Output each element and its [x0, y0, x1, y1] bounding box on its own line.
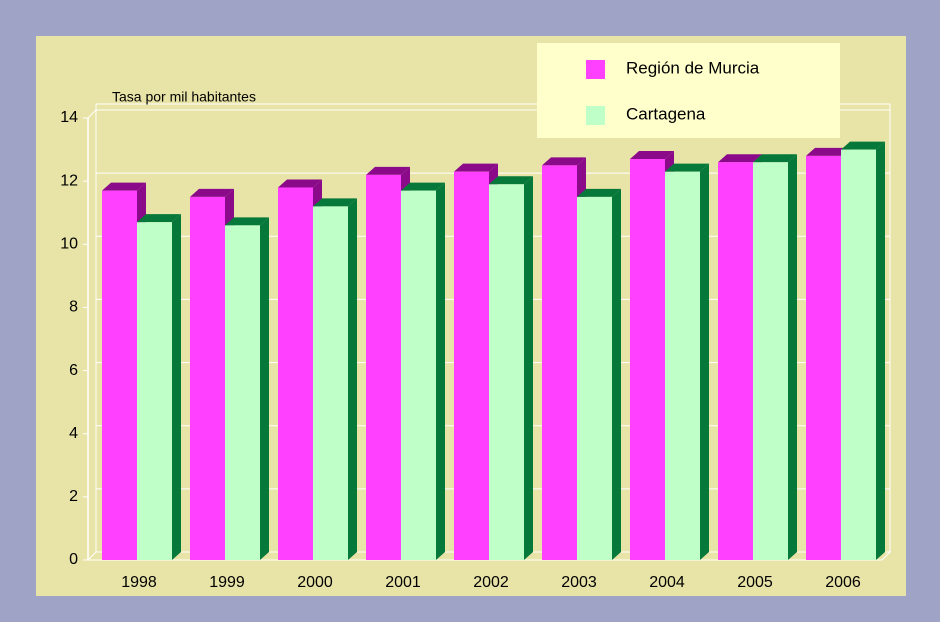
y-tick-label: 12	[60, 172, 78, 189]
legend-swatch	[586, 60, 605, 79]
y-tick-label: 8	[69, 299, 78, 316]
bar-side	[348, 198, 357, 560]
bar	[137, 222, 172, 560]
plot	[83, 109, 890, 561]
bar-top	[489, 176, 533, 185]
bar	[313, 206, 348, 560]
y-tick-label: 14	[60, 109, 78, 126]
bar-top	[102, 182, 146, 191]
bar	[225, 225, 260, 561]
bar-top	[542, 157, 586, 166]
legend-label: Cartagena	[626, 104, 706, 123]
y-tick-label: 10	[60, 236, 78, 253]
x-tick-label: 2001	[385, 574, 421, 591]
x-tick-label: 2005	[737, 574, 773, 591]
bar-side	[612, 188, 621, 560]
legend-items: Región de Murcia Cartagena	[586, 58, 760, 125]
x-tick-label: 2000	[297, 574, 333, 591]
y-tick-label: 2	[69, 488, 78, 505]
bar-side	[700, 163, 709, 560]
bar	[542, 165, 577, 560]
bar-side	[524, 176, 533, 561]
bar	[366, 174, 401, 561]
bar	[577, 196, 612, 560]
bar-top	[137, 214, 181, 223]
bar	[665, 171, 700, 560]
bar-side	[260, 217, 269, 561]
bar-top	[806, 147, 850, 156]
y-axis-top	[87, 109, 97, 119]
bar-top	[225, 217, 269, 226]
bar-top	[577, 188, 621, 197]
bar-side	[876, 141, 885, 561]
y-tick-label: 4	[69, 425, 78, 442]
y-tick-label: 6	[69, 362, 78, 379]
bar	[753, 162, 788, 560]
y-axis-label: Tasa por mil habitantes	[112, 89, 256, 105]
bar	[806, 155, 841, 560]
bar-top	[454, 163, 498, 172]
bar-side	[172, 214, 181, 560]
bar	[630, 159, 665, 561]
bar	[718, 162, 753, 560]
bar-side	[788, 154, 797, 560]
bar	[454, 171, 489, 560]
legend	[537, 43, 840, 138]
bar-top	[630, 151, 674, 160]
x-tick-label: 2006	[825, 574, 861, 591]
bar-top	[313, 198, 357, 207]
bar-side	[436, 182, 445, 560]
legend-swatch	[586, 106, 605, 125]
y-tick-label: 0	[69, 551, 78, 568]
bar	[489, 184, 524, 561]
bar-top	[753, 154, 797, 163]
bar-top	[366, 166, 410, 175]
bar-top	[841, 141, 885, 150]
bar	[190, 196, 225, 560]
bar	[102, 190, 137, 560]
x-tick-label: 2003	[561, 574, 597, 591]
bar-top	[278, 179, 322, 188]
bar	[278, 187, 313, 560]
bar-top	[190, 188, 234, 197]
bar	[401, 190, 436, 560]
x-tick-label: 2002	[473, 574, 509, 591]
bar-top	[718, 154, 762, 163]
bar-top	[401, 182, 445, 191]
x-tick-label: 2004	[649, 574, 685, 591]
bar-top	[665, 163, 709, 172]
legend-label: Región de Murcia	[626, 58, 760, 77]
bar	[841, 149, 876, 561]
x-tick-label: 1999	[209, 574, 245, 591]
x-tick-label: 1998	[121, 574, 157, 591]
